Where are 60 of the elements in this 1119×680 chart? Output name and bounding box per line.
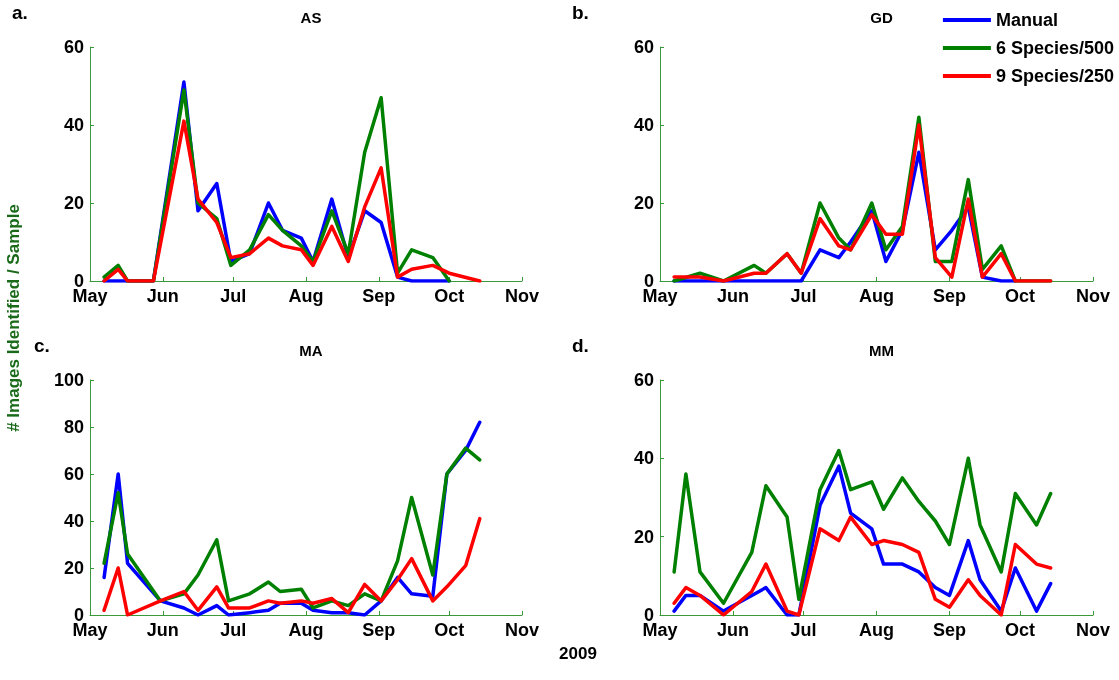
x-tick-label: Jul (790, 620, 817, 640)
legend-label: 9 Species/250 (995, 66, 1114, 86)
x-tick-label: Nov (1075, 620, 1111, 640)
x-tick-label: May (72, 620, 108, 640)
x-tick-label: May (642, 286, 678, 306)
x-tick-label: Oct (1005, 620, 1036, 640)
text: b. (572, 2, 589, 23)
chart-title: GD (870, 9, 893, 26)
text: d. (572, 335, 589, 356)
y-axis-title: # Images Identified / Sample (4, 204, 24, 432)
y-tick-label: 20 (633, 526, 654, 547)
y-tick-label: 20 (63, 558, 84, 578)
y-tick-label: 40 (63, 115, 84, 135)
y-tick-label: 60 (63, 464, 84, 484)
x-tick-label: Nov (504, 620, 540, 640)
x-tick-label: Jun (146, 286, 179, 306)
line-series (672, 515, 1053, 617)
x-tick-label: Aug (288, 620, 324, 640)
line-series (102, 119, 482, 283)
x-tick-label: Jun (716, 286, 749, 306)
legend-label: Manual (995, 10, 1058, 30)
x-tick-label: Aug (859, 286, 894, 306)
x-tick-label: Nov (1075, 286, 1111, 306)
legend-label: 6 Species/500 (995, 38, 1114, 58)
text: a. (12, 2, 28, 23)
x-tick-label: Jun (716, 620, 749, 640)
y-tick-label: 40 (633, 115, 654, 135)
x-tick-label: Jun (146, 620, 179, 640)
y-tick-label: 60 (633, 37, 654, 57)
y-tick-label: 20 (633, 193, 654, 213)
y-tick-label: 40 (633, 448, 654, 469)
y-tick-label: 40 (63, 511, 84, 531)
x-tick-label: Oct (434, 286, 465, 306)
y-tick-label: 60 (633, 370, 654, 390)
x-tick-label: Oct (1005, 286, 1036, 306)
chart-title: MA (299, 342, 323, 359)
x-tick-label: Jul (790, 286, 817, 306)
chart-title: AS (300, 9, 322, 26)
y-tick-label: 20 (63, 193, 84, 213)
x-tick-label: Sep (362, 286, 396, 306)
x-tick-label: Sep (932, 620, 966, 640)
chart-title: MM (869, 342, 894, 359)
x-tick-label: Sep (362, 620, 396, 640)
y-tick-label: 60 (63, 37, 84, 57)
y-tick-label: 80 (63, 417, 84, 437)
x-tick-label: Oct (434, 620, 465, 640)
x-tick-label: May (642, 620, 678, 640)
x-tick-label: Aug (288, 286, 324, 306)
line-series (102, 446, 482, 610)
x-tick-label: Sep (932, 286, 966, 306)
x-tick-label: Nov (504, 286, 540, 306)
x-tick-label: Jul (220, 620, 247, 640)
line-series (672, 448, 1053, 605)
y-tick-label: 100 (53, 370, 84, 390)
x-tick-label: Aug (859, 620, 894, 640)
text: c. (34, 335, 50, 356)
x-tick-label: Jul (220, 286, 247, 306)
line-series (102, 516, 482, 617)
x-axis-title: 2009 (559, 644, 597, 664)
x-tick-label: May (72, 286, 108, 306)
